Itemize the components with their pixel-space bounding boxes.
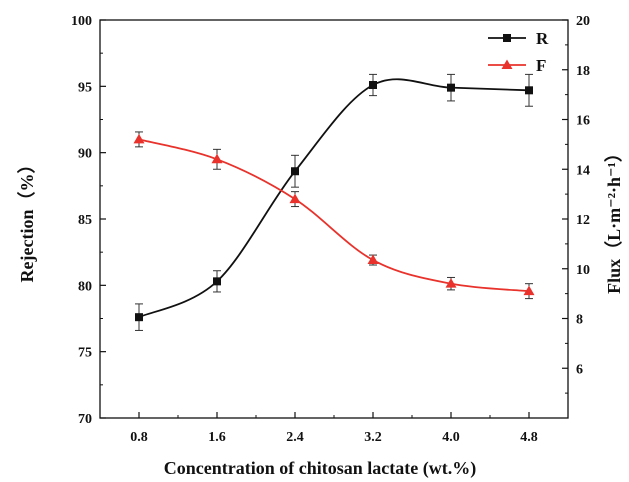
series-F-point [211,153,223,164]
x-tick-label: 4.8 [520,430,538,445]
x-tick-label: 1.6 [208,430,226,445]
x-axis-title: Concentration of chitosan lactate (wt.%) [164,458,476,479]
series-F-point [367,254,379,265]
curves-group [138,78,530,318]
series-R-line [138,78,530,318]
legend: RF [488,29,549,75]
series-F-point [133,133,145,144]
legend-label-F: F [536,56,546,75]
y-left-axis-title: Rejection（%） [17,156,37,283]
series-R-point [447,83,455,92]
labels-group: 0.8 1.6 2.4 3.2 4.0 4.8 70 75 80 85 90 95 100 6 8 10 12 1… [17,14,624,479]
y-right-tick-label: 10 [576,263,590,278]
series-R-point [369,81,377,90]
legend-marker-R [503,34,511,42]
y-left-tick-label: 100 [71,14,92,29]
axes-group [99,19,569,419]
series-F-point [289,193,301,204]
y-right-tick-label: 16 [576,114,590,129]
x-tick-label: 3.2 [364,430,382,445]
series-R-point [135,313,143,322]
y-right-tick-label: 12 [576,213,590,228]
series-R-point [525,86,533,95]
legend-label-R: R [536,29,549,48]
markers-group [133,73,535,331]
y-right-tick-label: 18 [576,64,590,79]
y-right-tick-label: 20 [576,14,590,29]
y-left-tick-label: 90 [78,147,92,162]
series-F-point [445,278,457,288]
y-right-tick-label: 14 [576,163,590,178]
plot-frame [99,19,569,419]
y-left-tick-label: 75 [78,346,92,361]
y-right-tick-label: 8 [576,313,583,328]
x-tick-label: 0.8 [130,430,148,445]
series-R-point [291,167,299,176]
y-left-tick-label: 80 [78,279,92,294]
legend-marker-F [501,59,513,69]
y-left-tick-label: 70 [78,412,92,427]
series-R-point [213,277,221,286]
x-tick-label: 2.4 [286,430,304,445]
y-right-tick-label: 6 [576,362,583,377]
y-right-axis-title: Flux（L·m⁻²·h⁻¹） [604,144,624,294]
series-F-line [138,138,530,293]
x-tick-label: 4.0 [442,430,460,445]
y-left-tick-label: 85 [78,213,92,228]
series-F-point [523,285,535,296]
y-left-tick-label: 95 [78,80,92,95]
